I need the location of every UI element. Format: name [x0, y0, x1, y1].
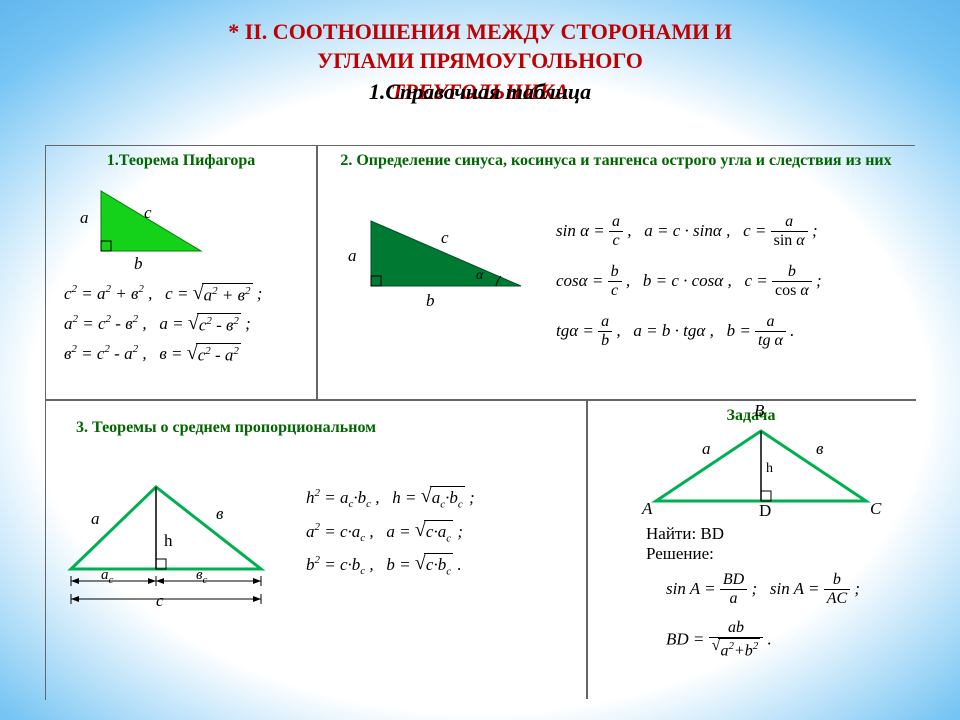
slide-header: * II. СООТНОШЕНИЯ МЕЖДУ СТОРОНАМИ И УГЛА…	[0, 0, 960, 105]
panel-pythagoras: 1.Теорема Пифагора а с b c2 = a2 + в2 , …	[46, 146, 316, 399]
p2-row1: sin α = ac , a = c · sinα , c = asin α ;	[556, 213, 822, 251]
label-a4: а	[702, 439, 711, 459]
label-c1: с	[144, 203, 152, 223]
label-b1: b	[134, 254, 143, 274]
p1-row1: c2 = a2 + в2 , c = √а2 + в2 ;	[64, 283, 262, 307]
label-h4: h	[766, 461, 773, 477]
p4-row1: sin A = BDa ; sin A = bAC ;	[666, 571, 860, 609]
p3-row3: b2 = c·bc , b = √c·bc .	[306, 553, 475, 579]
p1-row3: в2 = c2 - а2 , в = √c2 - а2	[64, 343, 262, 367]
panel-mean-prop: 3. Теоремы о среднем пропорциональном а …	[46, 399, 586, 699]
vA: А	[642, 499, 652, 519]
panel4-formulas: sin A = BDa ; sin A = bAC ; BD = ab √a2+…	[666, 569, 860, 664]
panel3-formulas: h2 = ac·bc , h = √ac·bc ; a2 = c·ac , a …	[306, 484, 475, 581]
label-c2: с	[441, 228, 449, 248]
p1-row2: a2 = c2 - в2 , a = √c2 - в2 ;	[64, 313, 262, 337]
label-h3: h	[164, 531, 173, 551]
panel-problem: Задача В А С D а в h Найти: BD Решение: …	[586, 399, 916, 699]
vC: С	[870, 499, 881, 519]
find-text: Найти: BD	[646, 524, 724, 544]
subtitle: ТРЕУГОЛЬНИКА 1.Справочная таблица	[0, 79, 960, 105]
label-v4: в	[816, 439, 823, 459]
vB: В	[754, 401, 764, 421]
panel-trig: 2. Определение синуса, косинуса и танген…	[316, 146, 916, 399]
label-c3: с	[156, 591, 164, 611]
p3-row2: a2 = c·ac , a = √c·ac ;	[306, 520, 475, 546]
subtitle-front: 1.Справочная таблица	[0, 79, 960, 105]
label-alpha: α	[476, 268, 483, 284]
panel1-heading: 1.Теорема Пифагора	[46, 146, 316, 170]
panel1-formulas: c2 = a2 + в2 , c = √а2 + в2 ; a2 = c2 - …	[64, 281, 262, 368]
label-b2: b	[426, 291, 435, 311]
label-v3: в	[216, 504, 223, 524]
solution-text: Решение:	[646, 544, 714, 564]
p2-row2: cosα = bc , b = c · cosα , c = bcos α ;	[556, 263, 822, 301]
panel2-heading: 2. Определение синуса, косинуса и танген…	[316, 146, 916, 170]
vD: D	[759, 501, 771, 521]
p2-row3: tgα = ab , a = b · tgα , b = atg α .	[556, 313, 822, 351]
p4-row2: BD = ab √a2+b2 .	[666, 619, 860, 663]
label-a2: а	[348, 246, 357, 266]
triangle2-svg	[341, 211, 541, 311]
content-grid: 1.Теорема Пифагора а с b c2 = a2 + в2 , …	[45, 145, 915, 700]
label-a1: а	[80, 208, 89, 228]
label-ac3: аc	[101, 567, 113, 586]
p3-row1: h2 = ac·bc , h = √ac·bc ;	[306, 486, 475, 512]
title-line2: УГЛАМИ ПРЯМОУГОЛЬНОГО	[0, 47, 960, 76]
panel3-heading: 3. Теоремы о среднем пропорциональном	[46, 399, 586, 437]
title-line1: * II. СООТНОШЕНИЯ МЕЖДУ СТОРОНАМИ И	[0, 18, 960, 47]
triangle1-svg	[71, 181, 221, 271]
label-vc3: вc	[196, 567, 207, 586]
label-a3: а	[91, 509, 100, 529]
panel2-formulas: sin α = ac , a = c · sinα , c = asin α ;…	[556, 211, 822, 352]
